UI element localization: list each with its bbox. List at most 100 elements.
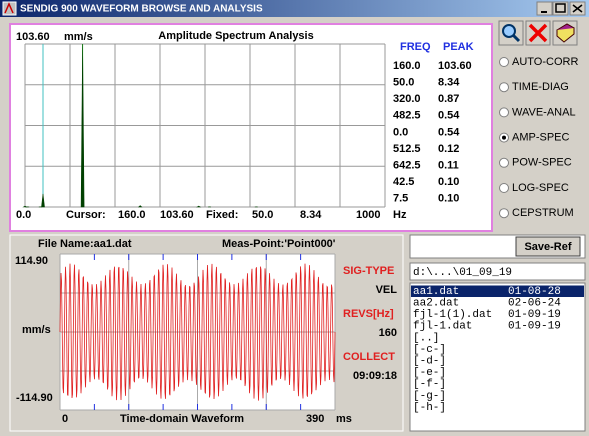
file-date: 02-06-24: [508, 298, 561, 310]
minimize-button[interactable]: [536, 1, 553, 16]
freq-cell: 512.5: [393, 143, 421, 155]
close-glyph: [572, 4, 583, 13]
book-pages: [556, 28, 575, 43]
radio-button[interactable]: [499, 208, 509, 219]
app-icon-glyph: [4, 2, 14, 14]
file-list[interactable]: [409, 282, 586, 432]
x-max-label: 390: [306, 413, 324, 425]
window-buttons[interactable]: [536, 1, 586, 16]
spectrum-title: Amplitude Spectrum Analysis: [158, 30, 313, 42]
spectrum-peak: [41, 193, 45, 208]
file-name: aa2.dat: [413, 298, 459, 310]
spectrum-peak: [80, 43, 85, 208]
file-name: [-d-]: [413, 356, 446, 368]
peak-cell: 0.54: [438, 126, 460, 138]
file-name: [..]: [413, 332, 439, 344]
radio-dot: [502, 135, 506, 140]
radio-button[interactable]: [499, 82, 509, 93]
y-max-label: 114.90: [15, 255, 48, 267]
freq-header: FREQ: [400, 41, 431, 53]
radio-button[interactable]: [499, 107, 509, 118]
freq-cell: 7.5: [393, 193, 408, 205]
freq-cell: 160.0: [393, 60, 421, 72]
spectrum-peak: [22, 205, 28, 208]
spectrum-footer-cursor-freq: 160.0: [118, 209, 146, 221]
waveform-trace: [59, 263, 336, 401]
title-bar: [0, 0, 589, 17]
freq-cell: 320.0: [393, 93, 421, 105]
peak-cell: 0.10: [438, 176, 459, 188]
peak-cell: 0.12: [438, 143, 459, 155]
freq-cell: 50.0: [393, 77, 414, 89]
spectrum-footer-x-unit: Hz: [393, 209, 407, 221]
delete-glyph: [528, 23, 548, 43]
file-name: [-e-]: [413, 367, 446, 379]
file-name: aa1.dat: [413, 286, 459, 298]
save-ref-label[interactable]: Save-Ref: [524, 241, 571, 253]
selection-highlight: [411, 285, 584, 297]
file-name: fjl-1(1).dat: [413, 309, 492, 321]
window-title: SENDIG 900 WAVEFORM BROWSE AND ANALYSIS: [20, 4, 263, 15]
peak-cell: 0.10: [438, 193, 459, 205]
freq-cell: 42.5: [393, 176, 414, 188]
spectrum-panel: [9, 23, 493, 232]
peak-cell: 0.11: [438, 160, 459, 172]
file-name: [-g-]: [413, 390, 446, 402]
freq-cell: 642.5: [393, 160, 421, 172]
spectrum-footer-x-min: 0.0: [16, 209, 31, 221]
mode-label: CEPSTRUM: [512, 207, 574, 219]
radio-button[interactable]: [499, 183, 509, 193]
mode-label: WAVE-ANAL: [512, 106, 576, 118]
file-name: fjl-1.dat: [413, 321, 472, 333]
file-name: [-f-]: [413, 379, 446, 391]
info-label: REVS[Hz]: [343, 308, 394, 320]
file-name: [-c-]: [413, 344, 446, 356]
spectrum-peak: [196, 205, 202, 208]
search-handle: [511, 33, 521, 43]
x-min-label: 0: [62, 413, 68, 425]
info-value: VEL: [376, 284, 398, 296]
file-date: 01-09-19: [508, 321, 561, 333]
y-min-label: -114.90: [16, 392, 53, 404]
peak-cell: 0.87: [438, 93, 459, 105]
save-ref-button[interactable]: [515, 236, 581, 257]
file-date: 01-08-28: [508, 286, 561, 298]
spectrum-top-value: 103.60: [16, 31, 50, 43]
spectrum-footer-fixed-freq: 50.0: [252, 209, 273, 221]
freq-cell: 482.5: [393, 110, 421, 122]
spectrum-footer-cursor-value: 103.60: [160, 209, 194, 221]
radio-button[interactable]: [499, 157, 509, 168]
waveform-title: Time-domain Waveform: [120, 413, 244, 425]
mode-label: AUTO-CORR: [512, 56, 578, 68]
meas-point: Meas-Point:'Point000': [222, 238, 336, 250]
spectrum-peak: [137, 205, 143, 208]
spectrum-grid: 103.60 mm/s Amplitude Spectrum Analysis FRE…: [16, 30, 474, 221]
waveform-area: File Name:aa1.dat Meas-Point:'Point000' 11…: [15, 238, 397, 425]
maximize-glyph: [555, 3, 566, 13]
file-name: [-h-]: [413, 402, 446, 414]
radio-button[interactable]: [499, 57, 509, 67]
spectrum-footer-fixed-label: Fixed:: [206, 209, 238, 221]
file-name: File Name:aa1.dat: [38, 238, 132, 250]
y-unit-label: mm/s: [22, 324, 51, 336]
file-items: aa1.dat 01-08-28 aa2.dat 02-06-24 fjl-1(1).d…: [411, 285, 584, 414]
x-unit-label: ms: [336, 413, 352, 425]
mode-label: AMP-SPEC: [512, 132, 570, 144]
freq-cell: 0.0: [393, 126, 408, 138]
mode-label: POW-SPEC: [512, 157, 572, 169]
info-value: 160: [379, 327, 397, 339]
spectrum-footer-cursor-label: Cursor:: [66, 209, 106, 221]
info-label: COLLECT: [343, 351, 395, 363]
spectrum-footer-x-max: 1000: [356, 209, 380, 221]
info-value: 09:09:18: [353, 370, 397, 382]
mode-label: LOG-SPEC: [512, 182, 569, 194]
mode-list: AUTO-CORR TIME-DIAG WAVE-ANAL AMP-SPEC POW-S…: [499, 56, 578, 219]
file-date: 01-09-19: [508, 309, 561, 321]
path-field[interactable]: [409, 262, 586, 281]
search-glyph: [502, 24, 516, 38]
spectrum-footer-fixed-value: 8.34: [300, 209, 322, 221]
info-label: SIG-TYPE: [343, 265, 394, 277]
spectrum-top-unit: mm/s: [64, 31, 93, 43]
mode-label: TIME-DIAG: [512, 81, 569, 93]
